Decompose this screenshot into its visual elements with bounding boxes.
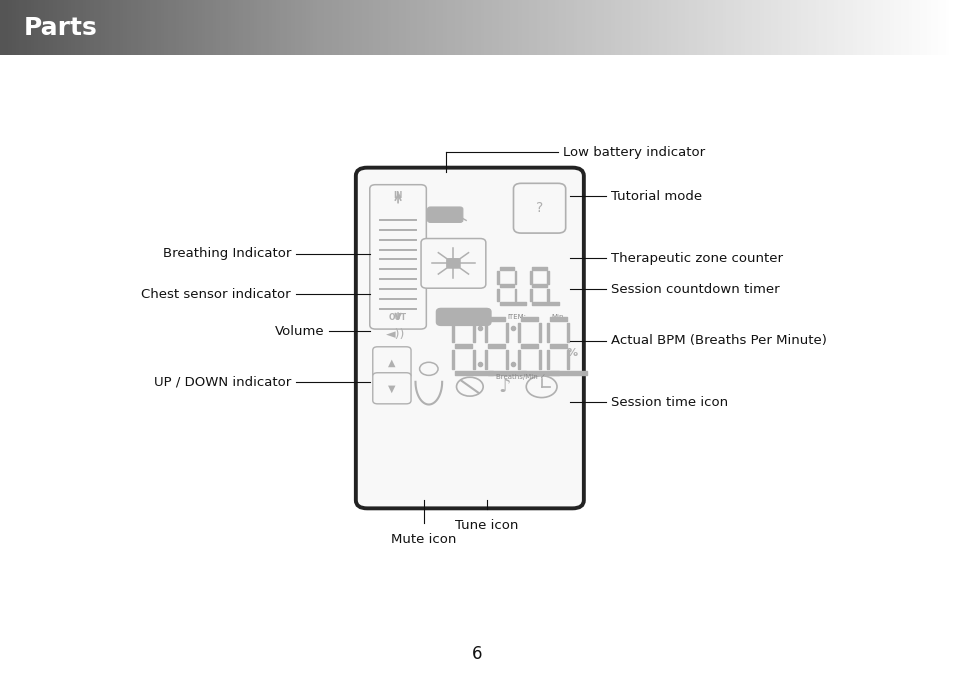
Circle shape: [456, 377, 482, 396]
Text: Session time icon: Session time icon: [610, 395, 727, 409]
Text: UP / DOWN indicator: UP / DOWN indicator: [153, 375, 291, 389]
Circle shape: [419, 362, 437, 375]
FancyBboxPatch shape: [373, 347, 411, 378]
Text: ◄)): ◄)): [386, 329, 405, 341]
Text: Tutorial mode: Tutorial mode: [610, 189, 701, 203]
FancyBboxPatch shape: [427, 207, 462, 222]
FancyBboxPatch shape: [513, 183, 565, 233]
Text: Volume: Volume: [274, 324, 324, 338]
Text: IN: IN: [393, 191, 402, 201]
Text: ♪: ♪: [497, 377, 511, 396]
Circle shape: [526, 376, 557, 397]
Text: Chest sensor indicator: Chest sensor indicator: [141, 287, 291, 301]
Text: ▼: ▼: [388, 383, 395, 393]
Text: Session countdown timer: Session countdown timer: [610, 283, 779, 296]
Text: ?: ?: [536, 201, 542, 215]
Text: Low battery indicator: Low battery indicator: [562, 145, 704, 159]
Text: Breathing Indicator: Breathing Indicator: [162, 247, 291, 260]
Text: 6: 6: [471, 646, 482, 663]
Text: OUT: OUT: [389, 313, 407, 322]
FancyBboxPatch shape: [446, 259, 459, 268]
FancyBboxPatch shape: [370, 185, 426, 329]
Text: Parts: Parts: [24, 16, 97, 40]
Text: %: %: [566, 347, 577, 358]
Text: Actual BPM (Breaths Per Minute): Actual BPM (Breaths Per Minute): [610, 334, 825, 347]
Text: Breaths/Min ✓: Breaths/Min ✓: [496, 374, 545, 380]
FancyBboxPatch shape: [355, 168, 583, 508]
Text: Mute icon: Mute icon: [391, 533, 456, 546]
Text: ▲: ▲: [388, 358, 395, 367]
Text: ITEM:: ITEM:: [507, 314, 526, 320]
Text: Therapeutic zone counter: Therapeutic zone counter: [610, 251, 781, 265]
Text: Tune icon: Tune icon: [455, 519, 517, 532]
FancyBboxPatch shape: [373, 372, 411, 404]
FancyBboxPatch shape: [436, 308, 491, 325]
Text: Min: Min: [551, 314, 564, 320]
FancyBboxPatch shape: [420, 239, 485, 288]
